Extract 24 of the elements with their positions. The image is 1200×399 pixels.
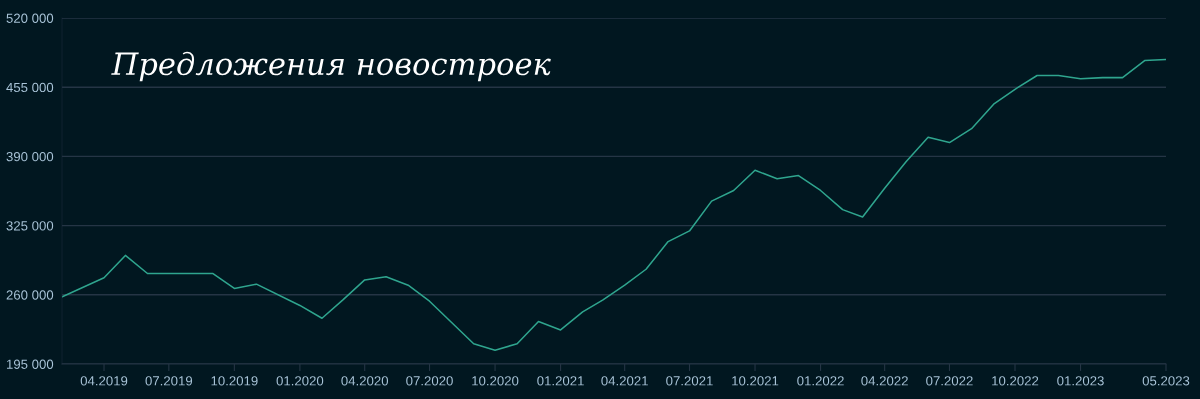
x-tick-label: 04.2022 — [861, 376, 908, 386]
x-tick-label: 10.2022 — [992, 376, 1039, 386]
text: Предложения новостроек — [111, 51, 551, 82]
x-tick-label: 01.2020 — [276, 376, 324, 386]
x-tick-label: 10.2021 — [732, 376, 779, 386]
x-tick-label: 07.2020 — [406, 376, 453, 386]
y-tick-label: 390 000 — [6, 151, 54, 162]
y-tick-label: 195 000 — [6, 359, 54, 369]
x-tick-label: 01.2023 — [1057, 376, 1104, 386]
x-tick-label: 10.2019 — [211, 376, 258, 386]
x-tick-label: 04.2019 — [80, 376, 128, 386]
x-tick-label: 01.2021 — [537, 376, 584, 386]
x-tick-label: 05.2023 — [1142, 376, 1190, 386]
x-tick-label: 04.2021 — [601, 376, 648, 386]
y-tick-label: 455 000 — [6, 82, 54, 93]
x-tick-label: 07.2019 — [145, 376, 193, 386]
x-tick-label: 07.2021 — [666, 376, 713, 386]
x-tick-label: 10.2020 — [472, 376, 519, 386]
y-tick-label: 520 000 — [6, 13, 54, 23]
y-tick-label: 260 000 — [6, 290, 54, 300]
x-tick-label: 01.2022 — [797, 376, 844, 386]
x-tick-label: 04.2020 — [341, 376, 389, 386]
x-tick-label: 07.2022 — [926, 376, 973, 386]
y-tick-label: 325 000 — [6, 221, 54, 231]
